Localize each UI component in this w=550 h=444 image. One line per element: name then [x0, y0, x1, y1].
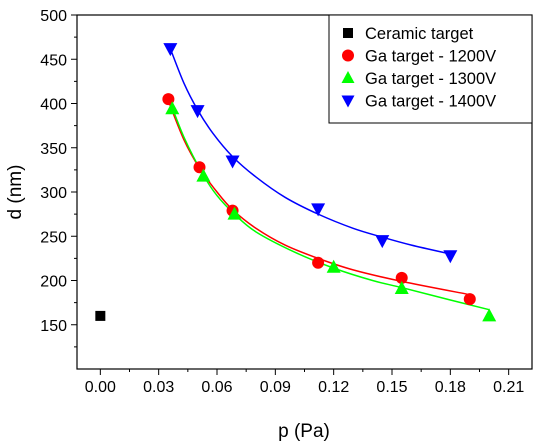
legend-box: [328, 14, 533, 124]
legend-marker-ceramic-target: [343, 28, 353, 38]
data-point-ga-target-1200v: [395, 271, 408, 284]
x-tick-label: 0.21: [493, 379, 524, 396]
y-tick-label: 400: [40, 97, 67, 114]
data-point-ga-target-1300v: [482, 308, 497, 322]
data-point-ga-target-1200v: [162, 93, 175, 106]
legend-marker-ga-target-1300v: [341, 71, 355, 83]
data-point-ga-target-1300v: [165, 101, 180, 115]
data-point-ga-target-1200v: [312, 256, 325, 269]
axes: 0.00 0.03 0.06 0.09 0.12 0.15 0.18 0.21 150 200 25…: [40, 8, 524, 396]
data-point-ga-target-1300v: [394, 280, 409, 294]
x-tick-label: 0.00: [85, 379, 116, 396]
legend-label-ga-target-1400v: Ga target - 1400V: [365, 93, 496, 111]
data-point-ga-target-1300v: [196, 168, 211, 182]
x-axis-title: p (Pa): [278, 421, 330, 442]
data-point-ga-target-1400v: [443, 250, 458, 264]
data-point-ceramic-target: [95, 310, 106, 321]
legend: Ceramic target Ga target - 1200V Ga target…: [328, 14, 533, 124]
data-point-ga-target-1300v: [227, 206, 242, 220]
data-point-ga-target-1400v: [163, 43, 178, 57]
x-tick-label: 0.15: [376, 379, 407, 396]
y-tick-label: 300: [40, 185, 67, 202]
y-tick-label: 150: [40, 318, 67, 335]
x-tick-label: 0.03: [143, 379, 174, 396]
data-point-ga-target-1400v: [375, 235, 390, 249]
data-point-ga-target-1400v: [311, 203, 326, 217]
legend-label-ceramic-target: Ceramic target: [365, 25, 474, 43]
data-point-ga-target-1300v: [326, 259, 341, 273]
x-tick-label: 0.18: [435, 379, 466, 396]
x-tick-label: 0.09: [260, 379, 291, 396]
y-tick-label: 450: [40, 52, 67, 69]
data-markers: [95, 43, 497, 322]
y-axis-title: d (nm): [5, 165, 26, 220]
legend-label-ga-target-1300v: Ga target - 1300V: [365, 70, 496, 88]
fit-curve-ga-target-1300v: [167, 97, 490, 311]
y-tick-label: 250: [40, 229, 67, 246]
x-tick-label: 0.12: [318, 379, 349, 396]
legend-label-ga-target-1200v: Ga target - 1200V: [365, 48, 496, 66]
y-tick-label: 350: [40, 141, 67, 158]
legend-marker-ga-target-1400v: [341, 95, 355, 108]
x-tick-label: 0.06: [201, 379, 232, 396]
legend-marker-ga-target-1200v: [342, 49, 354, 62]
y-tick-label: 200: [40, 274, 67, 291]
data-point-ga-target-1200v: [193, 161, 206, 174]
y-tick-label: 500: [40, 8, 67, 25]
data-point-ga-target-1400v: [225, 155, 240, 169]
data-point-ga-target-1400v: [190, 105, 205, 119]
data-point-ga-target-1200v: [463, 293, 476, 306]
